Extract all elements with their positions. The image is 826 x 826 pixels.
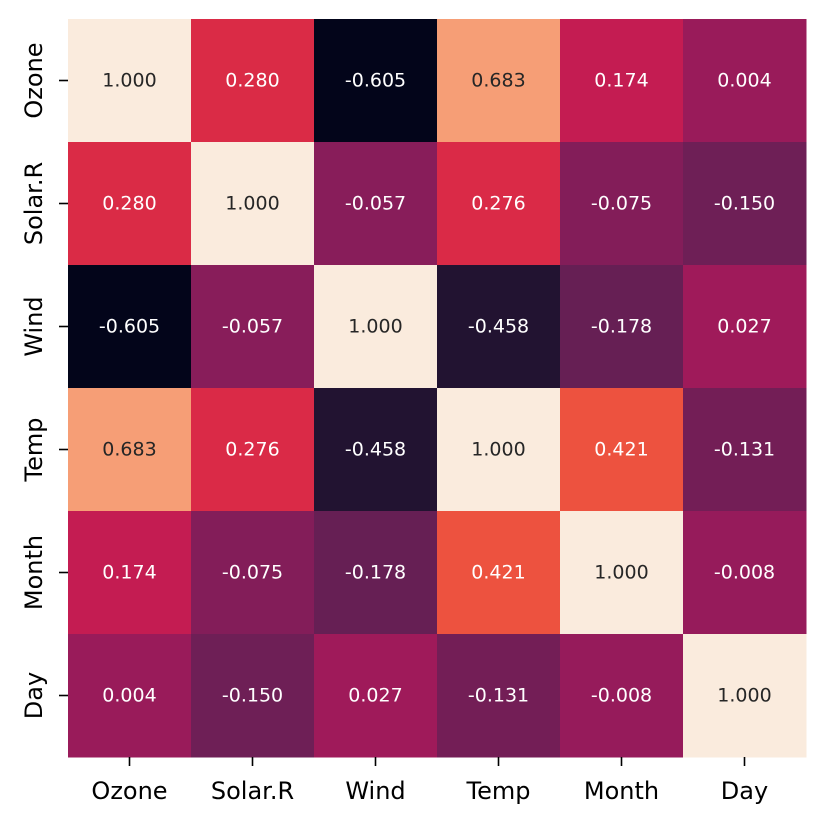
heatmap-cell-solar-r-wind: [314, 142, 438, 266]
cell-value-label: -0.150: [222, 685, 283, 707]
cell-value-label: -0.150: [714, 193, 775, 215]
y-tick-label-temp: Temp: [20, 418, 48, 483]
heatmap-cell-wind-solar-r: [191, 265, 315, 389]
cell-value-label: 0.683: [471, 70, 525, 92]
heatmap-cell-temp-month: [560, 388, 684, 512]
y-tick-label-solar-r: Solar.R: [20, 162, 48, 245]
x-tick-label-ozone: Ozone: [91, 777, 167, 805]
heatmap-cell-month-day: [683, 511, 807, 635]
heatmap-cells: 1.000 0.280 -0.605 0.683 0.174 0.004 0.280 1.00…: [68, 19, 807, 758]
heatmap-cell-wind-ozone: [68, 265, 192, 389]
heatmap-cell-wind-wind: [314, 265, 438, 389]
cell-value-label: 0.174: [594, 70, 648, 92]
heatmap-cell-month-solar-r: [191, 511, 315, 635]
cell-value-label: 0.276: [471, 193, 525, 215]
cell-value-label: -0.605: [99, 316, 160, 338]
cell-value-label: -0.075: [591, 193, 652, 215]
cell-value-label: -0.605: [345, 70, 406, 92]
cell-value-label: 0.174: [102, 562, 156, 584]
cell-value-label: 0.004: [102, 685, 156, 707]
cell-value-label: -0.008: [591, 685, 652, 707]
heatmap-cell-wind-temp: [437, 265, 561, 389]
cell-value-label: 0.421: [594, 439, 648, 461]
cell-value-label: -0.178: [345, 562, 406, 584]
cell-value-label: 0.280: [225, 70, 279, 92]
cell-value-label: 0.280: [102, 193, 156, 215]
y-tick-label-month: Month: [20, 535, 48, 610]
x-axis: Ozone Solar.R Wind Temp Month Day: [91, 757, 768, 805]
heatmap-cell-ozone-solar-r: [191, 19, 315, 143]
heatmap-cell-day-day: [683, 634, 807, 758]
heatmap-cell-solar-r-ozone: [68, 142, 192, 266]
heatmap-cell-temp-wind: [314, 388, 438, 512]
y-tick-label-wind: Wind: [20, 296, 48, 356]
cell-value-label: -0.131: [714, 439, 775, 461]
heatmap-cell-solar-r-temp: [437, 142, 561, 266]
cell-value-label: 0.004: [717, 70, 771, 92]
cell-value-label: 0.027: [348, 685, 402, 707]
cell-value-label: -0.008: [714, 562, 775, 584]
cell-value-label: 0.276: [225, 439, 279, 461]
x-tick-label-month: Month: [584, 777, 659, 805]
cell-value-label: -0.458: [345, 439, 406, 461]
cell-value-label: 1.000: [717, 685, 771, 707]
x-tick-label-temp: Temp: [466, 777, 531, 805]
cell-value-label: 0.027: [717, 316, 771, 338]
heatmap-cell-solar-r-solar-r: [191, 142, 315, 266]
heatmap-cell-day-temp: [437, 634, 561, 758]
heatmap-cell-ozone-day: [683, 19, 807, 143]
cell-value-label: 0.683: [102, 439, 156, 461]
x-tick-label-wind: Wind: [345, 777, 405, 805]
heatmap-cell-temp-solar-r: [191, 388, 315, 512]
y-tick-label-day: Day: [20, 672, 48, 719]
heatmap-cell-month-ozone: [68, 511, 192, 635]
cell-value-label: 1.000: [225, 193, 279, 215]
heatmap-cell-ozone-ozone: [68, 19, 192, 143]
heatmap-cell-solar-r-day: [683, 142, 807, 266]
cell-value-label: 1.000: [594, 562, 648, 584]
y-axis: Ozone Solar.R Wind Temp Month Day: [20, 42, 68, 719]
cell-value-label: -0.057: [345, 193, 406, 215]
cell-value-label: -0.458: [468, 316, 529, 338]
heatmap-cell-day-wind: [314, 634, 438, 758]
cell-value-label: 1.000: [348, 316, 402, 338]
cell-value-label: 1.000: [102, 70, 156, 92]
cell-value-label: -0.131: [468, 685, 529, 707]
cell-value-label: -0.075: [222, 562, 283, 584]
heatmap-cell-ozone-month: [560, 19, 684, 143]
heatmap-cell-month-temp: [437, 511, 561, 635]
heatmap-cell-day-solar-r: [191, 634, 315, 758]
heatmap-cell-day-ozone: [68, 634, 192, 758]
heatmap-cell-day-month: [560, 634, 684, 758]
heatmap-cell-temp-day: [683, 388, 807, 512]
cell-value-label: 1.000: [471, 439, 525, 461]
heatmap-cell-wind-day: [683, 265, 807, 389]
heatmap-cell-wind-month: [560, 265, 684, 389]
y-tick-label-ozone: Ozone: [20, 42, 48, 118]
cell-value-label: 0.421: [471, 562, 525, 584]
heatmap-cell-ozone-wind: [314, 19, 438, 143]
heatmap-cell-month-month: [560, 511, 684, 635]
heatmap-cell-temp-ozone: [68, 388, 192, 512]
heatmap-cell-ozone-temp: [437, 19, 561, 143]
cell-value-label: -0.057: [222, 316, 283, 338]
heatmap-cell-month-wind: [314, 511, 438, 635]
x-tick-label-solar-r: Solar.R: [211, 777, 294, 805]
x-tick-label-day: Day: [721, 777, 768, 805]
heatmap-cell-temp-temp: [437, 388, 561, 512]
heatmap-cell-solar-r-month: [560, 142, 684, 266]
cell-value-label: -0.178: [591, 316, 652, 338]
